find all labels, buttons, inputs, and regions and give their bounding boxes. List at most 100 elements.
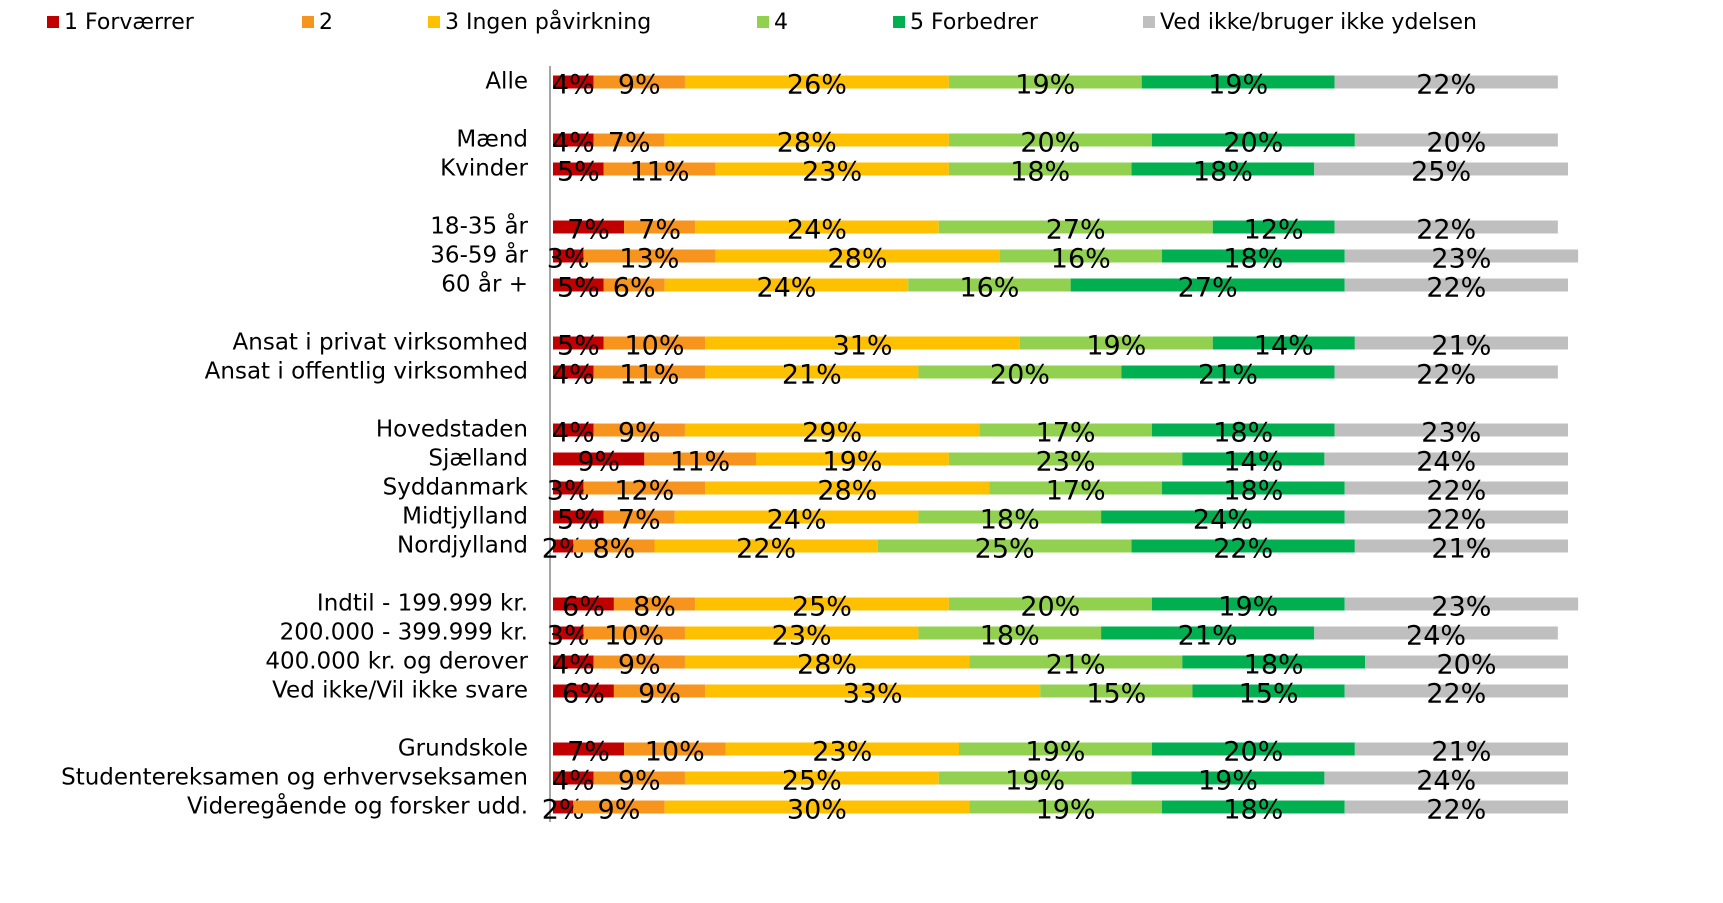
bar-segment — [583, 249, 716, 263]
value-label: 18% — [980, 505, 1040, 536]
value-label: 7% — [618, 505, 661, 536]
bar-segment — [1212, 220, 1335, 234]
value-label: 5% — [557, 505, 600, 536]
value-label: 20% — [1223, 737, 1283, 768]
bar-segment — [684, 626, 919, 640]
bar-segment — [1344, 278, 1568, 292]
bar-segment — [1151, 742, 1355, 756]
bar-segment — [603, 278, 665, 292]
bar-segment — [553, 771, 594, 785]
value-label: 24% — [767, 505, 827, 536]
value-label: 27% — [1178, 273, 1238, 304]
value-label: 24% — [787, 215, 847, 246]
bar-segment — [1354, 742, 1568, 756]
value-label: 22% — [1416, 360, 1476, 391]
value-label: 20% — [1223, 128, 1283, 159]
value-label: 11% — [630, 157, 690, 188]
value-label: 20% — [1020, 592, 1080, 623]
bar-segment — [553, 249, 584, 263]
value-label: 28% — [817, 476, 877, 507]
category-label: 36-59 år — [430, 241, 528, 269]
value-label: 27% — [1046, 215, 1106, 246]
bar-segment — [1344, 684, 1568, 698]
bar-segment — [695, 597, 949, 611]
bar-segment — [1182, 452, 1325, 466]
bar-segment — [1101, 510, 1345, 524]
value-label: 22% — [1426, 679, 1486, 710]
value-label: 24% — [1193, 505, 1253, 536]
bar-segment — [553, 452, 645, 466]
bar-segment — [1131, 162, 1315, 176]
category-label: 400.000 kr. og derover — [265, 649, 528, 675]
bar-segment — [1131, 771, 1325, 785]
bar-segment — [1121, 365, 1335, 379]
value-label: 15% — [1086, 679, 1146, 710]
value-label: 24% — [1416, 447, 1476, 478]
value-label: 16% — [1051, 244, 1111, 275]
value-label: 6% — [562, 679, 605, 710]
value-label: 24% — [756, 273, 816, 304]
bar-segment — [553, 336, 604, 350]
category-label: Sjælland — [428, 446, 528, 472]
bar-segment — [1344, 597, 1579, 611]
value-label: 28% — [827, 244, 887, 275]
bar-segment — [664, 278, 909, 292]
bar-segment — [583, 626, 685, 640]
bar-segment — [684, 423, 980, 437]
bar-segment — [1141, 75, 1335, 89]
bar-segment — [603, 336, 706, 350]
bar-segment — [1354, 539, 1568, 553]
value-label: 9% — [618, 650, 661, 681]
bar-segment — [553, 684, 614, 698]
value-label: 20% — [990, 360, 1050, 391]
bar-segment — [613, 684, 706, 698]
bar-segment — [1212, 336, 1355, 350]
bar-segment — [705, 684, 1041, 698]
value-label: 19% — [1025, 737, 1085, 768]
legend-swatch — [47, 16, 59, 28]
value-label: 12% — [614, 476, 674, 507]
bar-segment — [553, 626, 584, 640]
bar-segment — [1314, 162, 1568, 176]
value-label: 22% — [1426, 476, 1486, 507]
value-label: 10% — [604, 621, 664, 652]
bar-segment — [624, 742, 726, 756]
value-label: 21% — [782, 360, 842, 391]
value-label: 9% — [577, 447, 620, 478]
value-label: 28% — [797, 650, 857, 681]
value-label: 24% — [1416, 766, 1476, 797]
value-label: 24% — [1406, 621, 1466, 652]
value-label: 22% — [736, 534, 796, 565]
bar-segment — [1314, 626, 1558, 640]
bar-segment — [1324, 771, 1568, 785]
bar-segment — [664, 133, 949, 147]
value-label: 18% — [980, 621, 1040, 652]
legend-label: Ved ikke/bruger ikke ydelsen — [1160, 10, 1477, 35]
value-label: 21% — [1431, 737, 1491, 768]
value-label: 30% — [787, 795, 847, 826]
bar-segment — [674, 510, 919, 524]
bar-segment — [553, 742, 625, 756]
category-label: 18-35 år — [430, 212, 528, 240]
bar-segment — [553, 510, 604, 524]
value-label: 5% — [557, 157, 600, 188]
bar-segment — [938, 220, 1213, 234]
bar-segment — [1334, 423, 1568, 437]
category-label: Mænd — [456, 127, 528, 153]
value-label: 9% — [598, 795, 641, 826]
bar-segment — [624, 220, 696, 234]
bar-segment — [715, 162, 949, 176]
category-label: Alle — [485, 69, 528, 95]
bar-segment — [644, 452, 756, 466]
value-label: 3% — [547, 621, 590, 652]
value-label: 21% — [1178, 621, 1238, 652]
value-label: 20% — [1020, 128, 1080, 159]
value-label: 18% — [1223, 244, 1283, 275]
bar-segment — [1365, 655, 1568, 669]
value-label: 18% — [1223, 795, 1283, 826]
bar-segment — [553, 597, 614, 611]
bar-segment — [948, 452, 1183, 466]
bar-segment — [918, 510, 1102, 524]
category-label: 200.000 - 399.999 kr. — [280, 620, 528, 646]
